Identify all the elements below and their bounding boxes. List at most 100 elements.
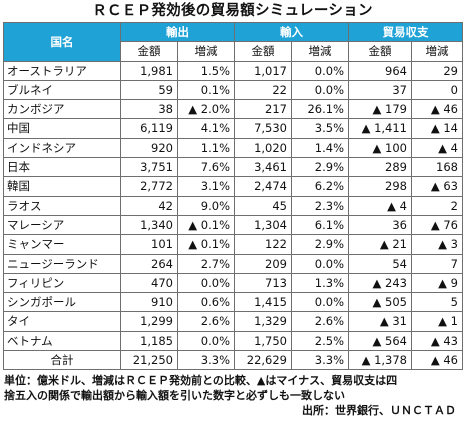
import-change-cell: 2.9% [291, 234, 349, 255]
country-cell: 韓国 [3, 176, 121, 197]
source-note: 出所：世界銀行、ＵＮＣＴＡＤ [302, 404, 456, 417]
import-change-cell: 6.2% [291, 176, 349, 197]
import-change-cell: 0.0% [291, 253, 349, 274]
country-cell: タイ [3, 311, 121, 332]
import-amount-cell: 209 [234, 253, 292, 274]
import-change-cell: 0.0% [291, 79, 349, 101]
table-row: フィリピン 470 0.0% 713 1.3% ▲ 243 ▲ 9 [3, 272, 463, 294]
table-row: オーストラリア 1,981 1.5% 1,017 0.0% 964 29 [3, 60, 463, 81]
import-amount-cell: 1,017 [234, 60, 292, 81]
import-amount-cell: 1,020 [234, 137, 292, 159]
import-amount-cell: 217 [234, 99, 292, 120]
balance-change-cell: ▲ 9 [411, 272, 463, 294]
export-change-cell: 0.0% [177, 272, 235, 294]
import-change-cell: 0.0% [291, 292, 349, 313]
export-change-cell: 9.0% [177, 195, 235, 216]
export-amount-cell: 910 [120, 292, 178, 313]
export-change-cell: 7.6% [177, 157, 235, 178]
export-change-cell: 1.5% [177, 60, 235, 81]
export-change-cell: 2.7% [177, 253, 235, 274]
import-change-cell: 1.4% [291, 137, 349, 159]
country-cell: 合計 [3, 350, 121, 371]
export-amount-cell: 470 [120, 272, 178, 294]
country-cell: ミャンマー [3, 234, 121, 255]
export-change-cell: ▲ 0.1% [177, 214, 235, 236]
country-cell: 中国 [3, 118, 121, 139]
balance-amount-cell: ▲ 100 [348, 137, 412, 159]
table-title: ＲＣＥＰ発効後の貿易額シミュレーション [92, 3, 373, 19]
table-row: カンボジア 38 ▲ 2.0% 217 26.1% ▲ 179 ▲ 46 [3, 99, 463, 120]
country-cell: ブルネイ [3, 79, 121, 101]
note-line-1: 単位：億米ドル、増減はＲＣＥＰ発効前との比較、▲はマイナス、貿易収支は四 [4, 374, 398, 387]
balance-change-cell: ▲ 3 [411, 234, 463, 255]
table-body: オーストラリア 1,981 1.5% 1,017 0.0% 964 29 ブルネイ 59 0.1%… [3, 60, 463, 371]
import-amount-cell: 45 [234, 195, 292, 216]
table-row: 中国 6,119 4.1% 7,530 3.5% ▲ 1,411 ▲ 14 [3, 118, 463, 139]
table-row: ブルネイ 59 0.1% 22 0.0% 37 0 [3, 79, 463, 101]
balance-amount-cell: ▲ 179 [348, 99, 412, 120]
balance-amount-cell: 54 [348, 253, 412, 274]
import-change-cell: 2.9% [291, 157, 349, 178]
export-change-cell: 3.3% [177, 350, 235, 371]
balance-amount-cell: ▲ 21 [348, 234, 412, 255]
total-row: 合計 21,250 3.3% 22,629 3.3% ▲ 1,378 ▲ 46 [3, 350, 463, 371]
import-amount-cell: 7,530 [234, 118, 292, 139]
import-amount-cell: 22,629 [234, 350, 292, 371]
balance-amount-cell: ▲ 1,411 [348, 118, 412, 139]
country-cell: ベトナム [3, 330, 121, 352]
import-change-cell: 6.1% [291, 214, 349, 236]
subheader-balance-amount: 金額 [348, 41, 412, 62]
export-amount-cell: 21,250 [120, 350, 178, 371]
export-amount-cell: 59 [120, 79, 178, 101]
balance-change-cell: 7 [411, 253, 463, 274]
balance-amount-cell: 964 [348, 60, 412, 81]
import-change-cell: 2.3% [291, 195, 349, 216]
balance-amount-cell: ▲ 243 [348, 272, 412, 294]
header-exports: 輸出 [120, 21, 235, 43]
table-row: 韓国 2,772 3.1% 2,474 6.2% 298 ▲ 63 [3, 176, 463, 197]
table-row: インドネシア 920 1.1% 1,020 1.4% ▲ 100 ▲ 4 [3, 137, 463, 159]
header-country: 国名 [3, 22, 121, 62]
table-row: ベトナム 1,185 0.0% 1,750 2.5% ▲ 564 ▲ 43 [3, 330, 463, 352]
balance-amount-cell: ▲ 31 [348, 311, 412, 332]
import-amount-cell: 1,415 [234, 292, 292, 313]
balance-amount-cell: 36 [348, 214, 412, 236]
export-amount-cell: 101 [120, 234, 178, 255]
export-change-cell: 0.0% [177, 330, 235, 352]
balance-change-cell: 29 [411, 60, 463, 81]
subheader-import-amount: 金額 [234, 41, 292, 62]
import-amount-cell: 1,329 [234, 311, 292, 332]
export-amount-cell: 2,772 [120, 176, 178, 197]
header-imports: 輸入 [234, 21, 349, 43]
import-change-cell: 3.3% [291, 350, 349, 371]
export-amount-cell: 264 [120, 253, 178, 274]
export-amount-cell: 42 [120, 195, 178, 216]
export-change-cell: 0.6% [177, 292, 235, 313]
import-change-cell: 0.0% [291, 60, 349, 81]
table-row: 日本 3,751 7.6% 3,461 2.9% 289 168 [3, 157, 463, 178]
note-line-2: 捨五入の関係で輸出額から輸入額を引いた数字と必ずしも一致しない [4, 389, 345, 402]
import-amount-cell: 3,461 [234, 157, 292, 178]
balance-change-cell: ▲ 46 [411, 350, 463, 371]
balance-change-cell: ▲ 63 [411, 176, 463, 197]
export-change-cell: 0.1% [177, 79, 235, 101]
country-cell: カンボジア [3, 99, 121, 120]
export-amount-cell: 3,751 [120, 157, 178, 178]
export-change-cell: ▲ 0.1% [177, 234, 235, 255]
header-balance: 貿易収支 [348, 21, 463, 43]
export-change-cell: 3.1% [177, 176, 235, 197]
balance-change-cell: ▲ 46 [411, 99, 463, 120]
export-amount-cell: 38 [120, 99, 178, 120]
export-amount-cell: 1,981 [120, 60, 178, 81]
export-amount-cell: 1,340 [120, 214, 178, 236]
balance-amount-cell: 289 [348, 157, 412, 178]
import-amount-cell: 1,304 [234, 214, 292, 236]
import-change-cell: 1.3% [291, 272, 349, 294]
export-change-cell: ▲ 2.0% [177, 99, 235, 120]
balance-change-cell: ▲ 14 [411, 118, 463, 139]
country-cell: ニュージーランド [3, 253, 121, 274]
subheader-import-change: 増減 [291, 41, 349, 62]
balance-change-cell: ▲ 43 [411, 330, 463, 352]
country-cell: オーストラリア [3, 60, 121, 81]
